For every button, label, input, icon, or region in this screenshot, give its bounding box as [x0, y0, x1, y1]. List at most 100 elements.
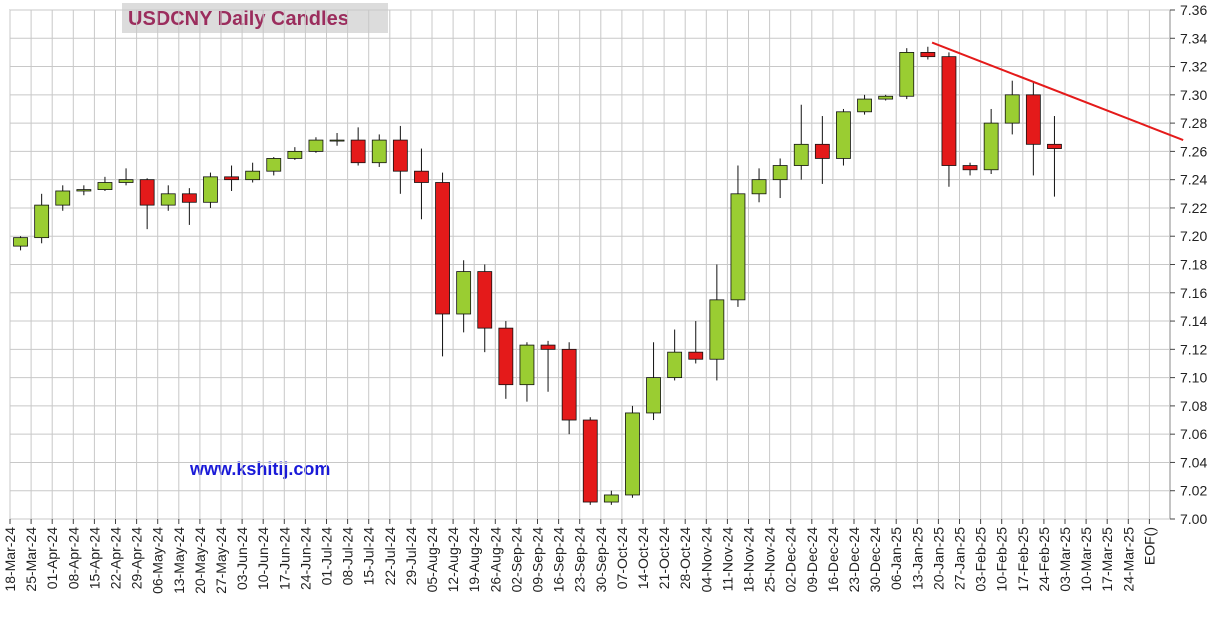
- x-tick-label: 17-Feb-25: [1015, 527, 1031, 592]
- x-tick-label: 22-Apr-24: [108, 527, 124, 589]
- candle-body: [540, 344, 556, 350]
- candle-body: [13, 237, 28, 247]
- y-tick-label: 7.26: [1180, 143, 1207, 159]
- candle-body: [561, 348, 577, 421]
- candle-body: [118, 179, 134, 183]
- candle-body: [266, 158, 282, 172]
- candle-body: [1004, 94, 1020, 124]
- candle-body: [34, 204, 50, 239]
- candle-body: [941, 56, 957, 166]
- x-tick-label: 19-Aug-24: [466, 527, 482, 593]
- x-tick-label: 25-Mar-24: [23, 527, 39, 592]
- candle-body: [857, 98, 872, 113]
- x-tick-label: 20-May-24: [192, 527, 208, 594]
- x-tick-label: 23-Dec-24: [846, 527, 862, 593]
- x-tick-label: 29-Jul-24: [403, 527, 419, 586]
- candle-body: [836, 111, 851, 159]
- candle-body: [435, 182, 450, 315]
- candle-body: [181, 193, 197, 203]
- candle-body: [392, 139, 408, 172]
- x-tick-label: 10-Jun-24: [255, 527, 271, 590]
- candle-body: [983, 122, 999, 171]
- candle-body: [55, 190, 71, 206]
- candle-body: [1047, 143, 1062, 149]
- candle-body: [245, 170, 261, 181]
- candle-body: [646, 377, 661, 414]
- x-tick-label: 01-Apr-24: [44, 527, 60, 589]
- x-tick-label: 26-Aug-24: [487, 527, 503, 593]
- candle-body: [582, 419, 598, 503]
- annotation: www.kshitij.com: [189, 459, 330, 479]
- candle-body: [1025, 94, 1041, 145]
- x-tick-label: 22-Jul-24: [382, 527, 398, 586]
- candle-body: [329, 139, 345, 142]
- candle-body: [709, 299, 725, 360]
- y-tick-label: 7.28: [1180, 115, 1207, 131]
- candle-body: [667, 351, 683, 379]
- x-tick-label: 08-Jul-24: [340, 527, 356, 586]
- candle-body: [498, 327, 514, 386]
- x-tick-label: 11-Nov-24: [719, 527, 735, 592]
- x-tick-label: 17-Mar-25: [1099, 527, 1115, 592]
- x-tick-label: 18-Mar-24: [2, 527, 18, 592]
- y-tick-label: 7.32: [1180, 59, 1207, 75]
- x-tick-label: 04-Nov-24: [698, 527, 714, 593]
- candle-body: [878, 95, 894, 100]
- candle-body: [308, 139, 324, 152]
- candle-body: [350, 139, 366, 164]
- x-tick-label: 10-Feb-25: [994, 527, 1010, 592]
- x-tick-label: 14-Oct-24: [635, 527, 651, 589]
- candle-body: [814, 143, 830, 159]
- y-tick-label: 7.06: [1180, 426, 1207, 442]
- x-tick-label: 03-Feb-25: [973, 527, 989, 592]
- candle-body: [371, 139, 387, 164]
- candle-body: [793, 143, 809, 166]
- x-tick-label: 06-May-24: [150, 527, 166, 594]
- x-tick-label: EOF(): [1141, 527, 1157, 565]
- y-tick-label: 7.04: [1180, 454, 1207, 470]
- trend-line: [931, 41, 1184, 142]
- x-tick-label: 25-Nov-24: [762, 527, 778, 593]
- y-tick-label: 7.18: [1180, 257, 1207, 273]
- y-tick-label: 7.22: [1180, 200, 1207, 216]
- y-tick-label: 7.30: [1180, 87, 1207, 103]
- x-tick-label: 28-Oct-24: [677, 527, 693, 589]
- candle-body: [920, 52, 936, 58]
- x-tick-label: 18-Nov-24: [741, 527, 757, 593]
- y-tick-label: 7.24: [1180, 172, 1207, 188]
- y-tick-label: 7.00: [1180, 511, 1207, 527]
- x-tick-label: 13-May-24: [171, 527, 187, 594]
- x-tick-label: 15-Apr-24: [86, 527, 102, 589]
- candle-body: [160, 193, 176, 206]
- title-box: [122, 3, 388, 33]
- x-tick-label: 27-May-24: [213, 527, 229, 594]
- x-tick-label: 29-Apr-24: [129, 527, 145, 589]
- x-tick-label: 06-Jan-25: [888, 527, 904, 590]
- y-tick-label: 7.10: [1180, 370, 1207, 386]
- x-tick-label: 09-Sep-24: [530, 527, 546, 593]
- x-tick-label: 30-Sep-24: [593, 527, 609, 593]
- x-tick-label: 30-Dec-24: [867, 527, 883, 593]
- candle-body: [730, 193, 746, 301]
- x-tick-label: 20-Jan-25: [930, 527, 946, 590]
- candle-body: [688, 351, 704, 360]
- candle-body: [414, 170, 429, 183]
- x-tick-label: 12-Aug-24: [445, 527, 461, 593]
- y-tick-label: 7.34: [1180, 30, 1207, 46]
- candle-body: [962, 165, 978, 171]
- candle-body: [751, 179, 767, 195]
- y-tick-label: 7.08: [1180, 398, 1207, 414]
- x-tick-label: 16-Sep-24: [551, 527, 567, 593]
- candle-body: [224, 176, 239, 181]
- y-tick-label: 7.20: [1180, 228, 1207, 244]
- candle-body: [625, 412, 640, 496]
- x-tick-label: 24-Feb-25: [1036, 527, 1052, 592]
- x-tick-label: 01-Jul-24: [319, 527, 335, 586]
- y-tick-label: 7.12: [1180, 341, 1207, 357]
- x-tick-label: 03-Jun-24: [234, 527, 250, 590]
- candle-body: [287, 150, 303, 159]
- x-tick-label: 24-Jun-24: [297, 527, 313, 590]
- x-tick-label: 21-Oct-24: [656, 527, 672, 589]
- candle-body: [603, 494, 619, 503]
